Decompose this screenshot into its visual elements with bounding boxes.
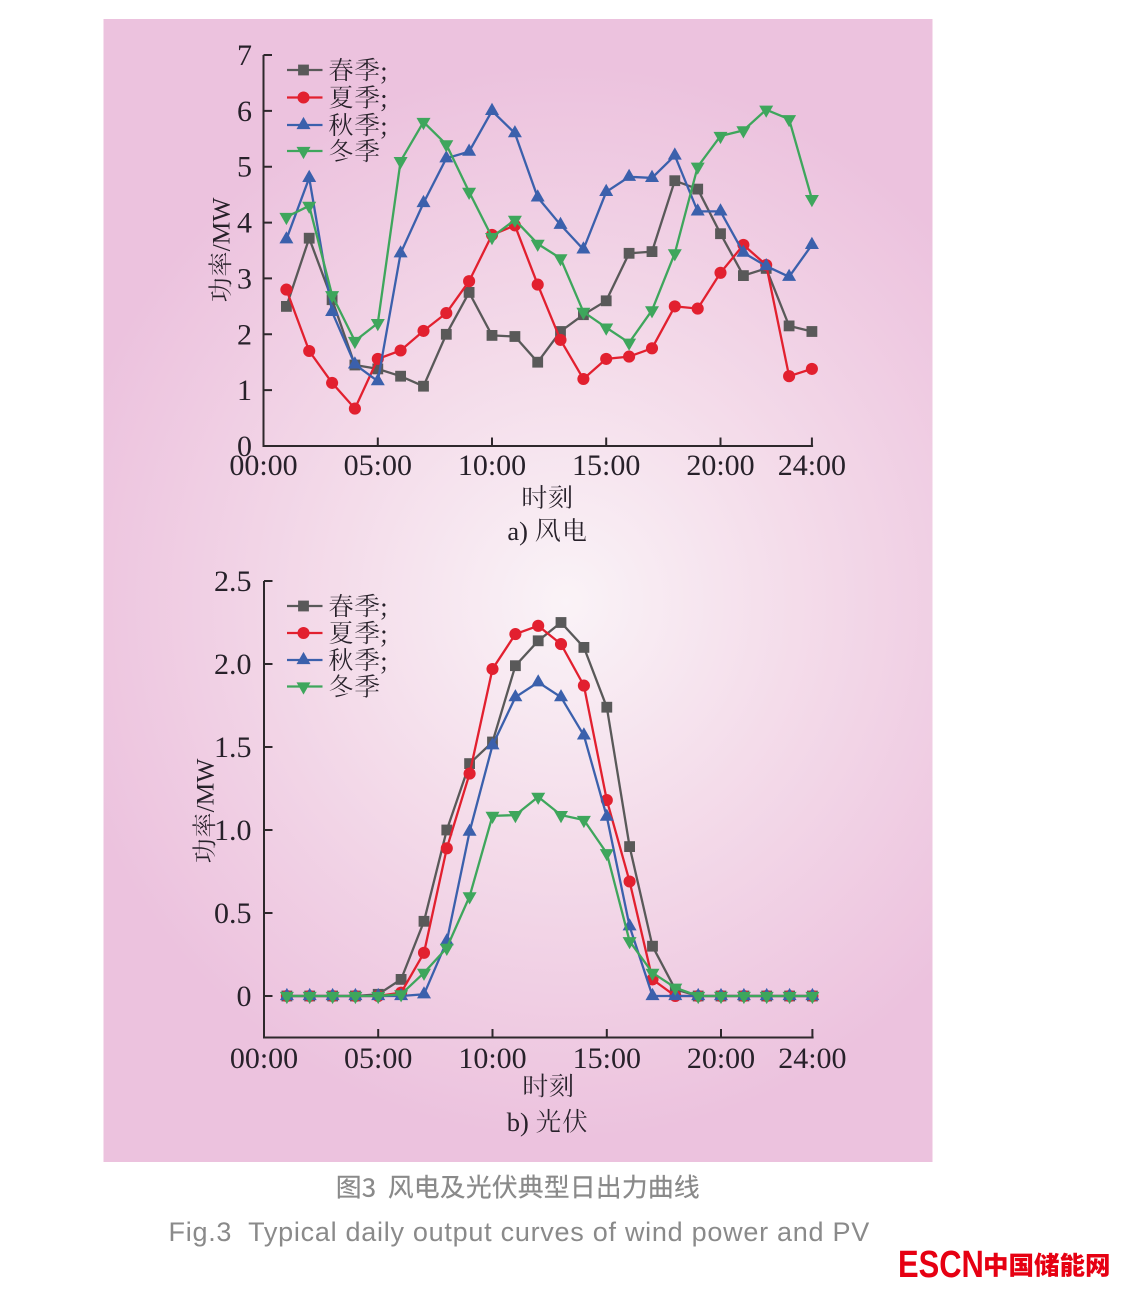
svg-text:24:00: 24:00 <box>778 1042 846 1075</box>
svg-text:b): b) <box>507 1107 536 1137</box>
svg-text:20:00: 20:00 <box>686 449 754 482</box>
svg-text:4: 4 <box>237 207 252 240</box>
svg-text:2.5: 2.5 <box>214 565 252 598</box>
svg-text:/MW: /MW <box>207 197 236 252</box>
svg-text:1: 1 <box>237 374 252 407</box>
svg-text:15:00: 15:00 <box>572 449 640 482</box>
svg-text:1.0: 1.0 <box>214 814 252 847</box>
svg-text:05:00: 05:00 <box>344 1042 412 1075</box>
svg-text:Fig.3 Typical daily output cu: Fig.3 Typical daily output curves of win… <box>169 1217 871 1247</box>
svg-text:3: 3 <box>237 262 252 295</box>
svg-text:a): a) <box>507 516 534 546</box>
svg-text:ESCN: ESCN <box>898 1244 984 1286</box>
svg-text:10:00: 10:00 <box>458 449 526 482</box>
svg-text:7: 7 <box>237 39 252 72</box>
svg-text:00:00: 00:00 <box>230 1042 298 1075</box>
svg-text:20:00: 20:00 <box>687 1042 755 1075</box>
svg-text:00:00: 00:00 <box>229 449 297 482</box>
svg-text:0.5: 0.5 <box>214 897 252 930</box>
svg-text:0: 0 <box>237 430 252 463</box>
svg-text:05:00: 05:00 <box>344 449 412 482</box>
svg-text:6: 6 <box>237 95 252 128</box>
svg-text:24:00: 24:00 <box>778 449 846 482</box>
svg-text:5: 5 <box>237 151 252 184</box>
svg-text:15:00: 15:00 <box>573 1042 641 1075</box>
svg-text:1.5: 1.5 <box>214 731 252 764</box>
svg-text:10:00: 10:00 <box>458 1042 526 1075</box>
svg-text:2.0: 2.0 <box>214 648 252 681</box>
svg-text:2: 2 <box>237 318 252 351</box>
svg-text:/MW: /MW <box>191 758 220 813</box>
svg-text:0: 0 <box>237 980 252 1013</box>
